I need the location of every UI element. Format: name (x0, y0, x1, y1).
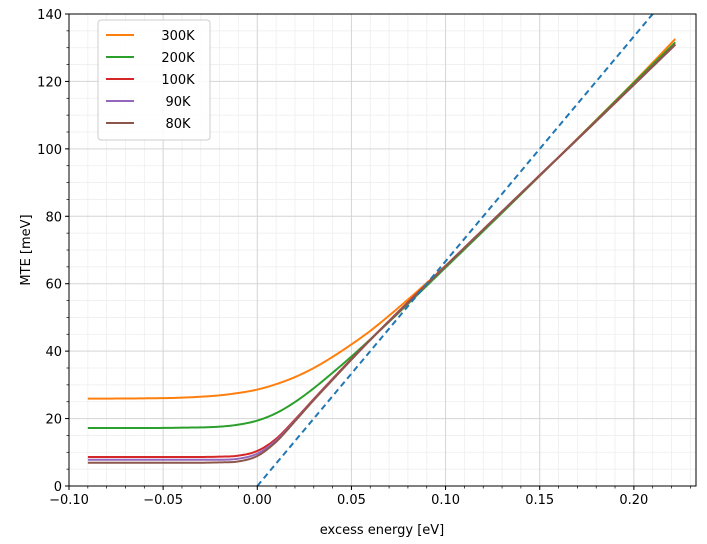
x-tick-label: 0.00 (243, 493, 272, 508)
x-tick-label: 0.05 (337, 493, 366, 508)
y-axis-title: MTE [meV] (19, 214, 34, 285)
legend-label-300k: 300K (161, 29, 195, 44)
y-tick-label: 60 (45, 278, 62, 293)
legend-label-90k: 90K (165, 95, 191, 110)
x-tick-label: 0.20 (619, 493, 648, 508)
legend: 300K 200K 100K 90K 80K (97, 19, 211, 141)
y-tick-label: 20 (45, 413, 62, 428)
x-tick-label: 0.10 (431, 493, 460, 508)
legend-label-80k: 80K (165, 117, 191, 132)
y-tick-label: 140 (37, 8, 62, 23)
y-tick-label: 80 (45, 210, 62, 225)
x-tick-label: −0.10 (49, 493, 89, 508)
x-tick-label: −0.05 (143, 493, 183, 508)
series-line-80k (87, 43, 676, 464)
y-tick-label: 100 (37, 143, 62, 158)
plot-lines (87, 14, 677, 486)
y-tick-label: 120 (37, 75, 62, 90)
x-axis-title: excess energy [eV] (320, 523, 445, 538)
axis-ticks: −0.10 −0.05 0.00 0.05 0.10 0.15 0.20 0 20 40 60 80 1… (37, 8, 691, 508)
legend-label-100k: 100K (161, 73, 195, 88)
y-tick-label: 40 (45, 345, 62, 360)
x-tick-label: 0.15 (525, 493, 554, 508)
y-tick-label: 0 (54, 480, 62, 495)
legend-label-200k: 200K (161, 51, 195, 66)
legend-box (97, 19, 211, 141)
